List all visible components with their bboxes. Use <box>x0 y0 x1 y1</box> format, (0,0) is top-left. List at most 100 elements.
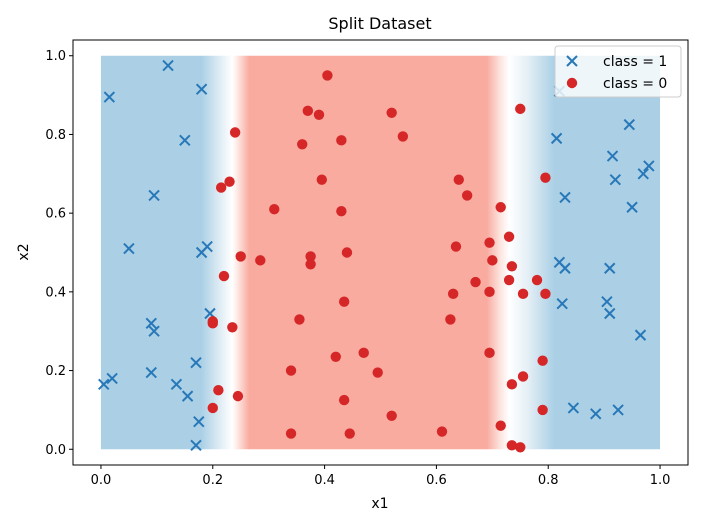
series-class-0 <box>207 70 551 453</box>
class-0-point <box>207 318 218 329</box>
class-0-point <box>487 255 498 266</box>
legend-class-1-marker <box>566 55 578 67</box>
x-tick-label: 0.6 <box>426 473 447 488</box>
class-0-point <box>450 241 462 252</box>
class-1-point <box>98 378 110 391</box>
class-0-point <box>255 255 266 266</box>
class-0-point <box>232 390 244 402</box>
class-0-point <box>338 296 350 307</box>
class-0-point <box>506 440 518 451</box>
class-1-point <box>170 378 183 391</box>
class-0-point <box>515 103 526 115</box>
class-1-point <box>190 356 202 369</box>
class-0-point <box>313 109 325 120</box>
class-0-point <box>305 259 316 270</box>
class-0-point <box>358 347 369 359</box>
y-axis-label: x2 <box>16 243 32 260</box>
y-tick-label: 0.2 <box>45 364 66 379</box>
legend-class-0-marker <box>566 77 578 89</box>
class-0-point <box>269 204 280 215</box>
class-1-point <box>195 83 208 95</box>
class-0-point <box>484 237 495 248</box>
class-0-point <box>531 274 543 286</box>
class-0-point <box>461 190 473 201</box>
legend: class = 1 class = 0 <box>554 45 682 98</box>
class-1-point <box>550 132 563 145</box>
x-tick-label: 0.8 <box>538 473 559 488</box>
class-0-point <box>215 182 227 193</box>
class-0-point <box>447 288 459 300</box>
class-1-point <box>637 168 649 180</box>
class-0-point <box>297 139 308 150</box>
class-1-point <box>145 366 157 379</box>
class-0-point <box>495 420 506 431</box>
class-0-point <box>470 276 481 288</box>
x-tick-label: 0.4 <box>314 473 335 488</box>
class-1-point <box>190 439 202 452</box>
class-0-point <box>397 131 409 142</box>
class-0-point <box>436 426 448 437</box>
class-1-point <box>179 134 191 147</box>
class-0-point <box>294 314 305 325</box>
class-1-point <box>193 416 205 428</box>
class-0-point <box>484 347 495 359</box>
y-tick-label: 1.0 <box>45 49 66 64</box>
class-1-point <box>626 201 638 213</box>
class-0-point <box>540 288 551 300</box>
class-0-point <box>495 202 506 213</box>
decision-region <box>100 55 661 450</box>
y-tick-label: 0.0 <box>45 443 66 458</box>
class-1-point <box>201 240 213 253</box>
class-0-point <box>302 105 314 117</box>
class-1-point <box>148 325 160 337</box>
class-0-point <box>227 322 238 333</box>
class-0-point <box>537 404 548 416</box>
class-0-point <box>224 176 235 187</box>
class-1-point <box>106 372 118 385</box>
class-0-point <box>218 270 230 282</box>
class-1-point <box>604 262 616 274</box>
legend-label: class = 1 <box>603 54 667 70</box>
y-tick-label: 0.4 <box>45 285 66 300</box>
class-1-point <box>643 160 655 172</box>
class-1-point <box>590 408 602 420</box>
class-0-point <box>386 107 397 119</box>
class-0-point <box>338 394 350 406</box>
class-1-point <box>559 262 571 274</box>
class-1-point <box>601 295 613 308</box>
class-0-point <box>322 70 333 81</box>
decision-region-layer <box>100 55 661 450</box>
class-0-point <box>229 127 241 138</box>
legend-box <box>554 45 682 98</box>
class-1-point <box>604 307 616 320</box>
chart-title: Split Dataset <box>328 14 431 33</box>
class-0-point <box>453 174 464 185</box>
class-0-point <box>537 355 548 366</box>
class-1-point <box>612 404 624 416</box>
class-1-point <box>181 390 194 402</box>
class-0-point <box>213 385 224 396</box>
class-0-point <box>517 288 529 300</box>
class-1-point <box>623 118 636 131</box>
x-tick-label: 1.0 <box>650 473 671 488</box>
class-1-point <box>606 150 619 162</box>
y-tick-label: 0.8 <box>45 128 66 143</box>
class-1-point <box>145 317 157 330</box>
class-1-point <box>103 91 116 103</box>
x-axis-ticks: 0.0 0.2 0.4 0.6 0.8 1.0 <box>91 465 671 488</box>
legend-label: class = 0 <box>603 76 667 92</box>
class-0-point <box>344 428 355 439</box>
class-1-point <box>609 173 622 186</box>
plot-frame <box>72 39 689 466</box>
class-0-point <box>316 174 327 185</box>
class-0-point <box>386 410 397 422</box>
class-0-point <box>503 274 515 286</box>
class-0-point <box>503 231 515 242</box>
x-tick-label: 0.2 <box>202 473 223 488</box>
class-1-point <box>123 242 135 255</box>
class-0-point <box>506 379 518 390</box>
class-1-point <box>559 191 571 204</box>
class-0-point <box>336 205 347 217</box>
class-0-point <box>285 428 297 439</box>
class-0-point <box>372 367 383 378</box>
